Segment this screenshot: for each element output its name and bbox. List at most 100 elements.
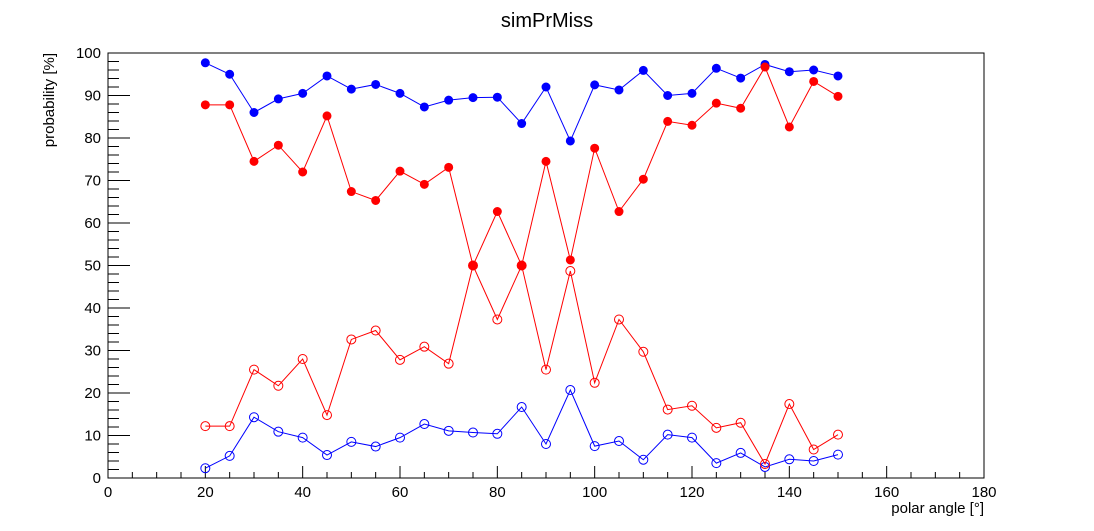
series-3-point [687,400,697,411]
series-0-point [444,95,454,105]
series-0-point [736,73,746,83]
y-tick-label: 70 [84,173,101,190]
series-3-point [370,325,381,336]
x-tick-label: 160 [874,484,899,501]
series-0-point [663,91,673,100]
series-3-point [589,377,600,388]
x-tick-label: 20 [197,484,214,501]
series-2-point [395,166,405,176]
series-3-point [614,314,624,325]
series-1-point [808,456,819,466]
y-tick-label: 0 [93,470,101,487]
series-0-point [492,92,502,102]
series-0-point [225,69,235,79]
series-3-point [760,458,770,469]
y-tick-label: 40 [84,300,101,317]
x-tick-label: 0 [104,484,112,501]
y-tick-label: 60 [84,215,101,232]
series-0-point [346,84,356,94]
y-tick-label: 100 [76,45,101,62]
x-tick-label: 40 [294,484,311,501]
series-1-point [297,432,308,443]
series-2-point [663,116,673,126]
series-0-point [517,119,527,129]
series-0-point [590,80,600,90]
series-2-point [638,174,648,184]
series-1-line [205,388,839,469]
series-3-point [638,346,649,357]
series-2-point [273,140,283,150]
series-3-point [273,380,284,391]
series-2-point [249,156,259,166]
series-1-point [249,412,259,423]
series-1-point [565,385,576,396]
plot-frame [107,52,985,479]
series-3-point [784,399,795,410]
y-tick-label: 80 [84,130,101,147]
series-2-point [225,100,235,110]
series-1-point [662,429,673,440]
x-tick-label: 140 [777,484,802,501]
x-tick-label: 180 [971,484,996,501]
series-2-point [784,122,794,132]
x-axis-title: polar angle [°] [891,500,984,517]
series-1-point [687,432,697,443]
series-1-point [760,461,770,472]
series-3-point [662,404,673,415]
chart-title: simPrMiss [501,10,593,32]
series-1-point [443,425,454,436]
series-1-point [735,447,746,458]
series-1-point [614,436,624,447]
series-1-point [516,402,527,413]
series-1-point [224,450,235,461]
series-2-point [492,207,502,217]
series-2-point [298,167,308,177]
series-2-point [760,62,770,72]
y-tick-label: 20 [84,385,101,402]
series-1-point [711,458,722,469]
series-1-point [273,426,284,437]
series-0-point [249,108,259,117]
y-tick-label: 10 [84,428,101,445]
y-tick-label: 90 [84,88,101,105]
series-0-point [809,65,819,75]
series-1-point [468,427,478,438]
series-3-point [492,314,503,325]
series-3-point [249,364,259,375]
series-0-point [614,85,624,95]
series-3-point [322,410,332,421]
series-3-point [297,354,308,364]
series-0-point [419,102,429,112]
series-1-point [589,441,600,452]
series-2-point [541,156,551,166]
series-2-point [687,120,697,130]
series-3-point [516,260,527,271]
series-1-point [322,450,332,461]
series-0-point [200,58,210,68]
series-0-point [833,71,843,81]
series-0-point [687,88,697,98]
x-tick-label: 80 [489,484,506,501]
x-tick-label: 100 [582,484,607,501]
series-0-point [638,65,648,75]
axis-ticks: 0 20 40 60 80 100 120 140 160 180 0 10 20 30 40 50 60 70 8… [76,45,997,501]
series-0-point [371,79,381,89]
series-0-point [541,82,551,92]
series-2-point [833,91,843,101]
series-0-point [298,88,308,98]
y-tick-label: 30 [84,343,101,360]
series-3-point [346,334,357,345]
series-3-point [541,364,551,375]
series-2-point [711,98,721,108]
series-2-point [419,179,429,189]
series-2-point [565,255,575,265]
y-axis-title: probability [%] [41,53,58,147]
series-2-point [371,195,381,205]
series-3-point [224,421,235,432]
series-1-point [833,449,843,460]
series-1-point [541,439,551,449]
series-1-point [638,454,649,465]
x-tick-label: 120 [679,484,704,501]
series-1-point [370,441,381,452]
